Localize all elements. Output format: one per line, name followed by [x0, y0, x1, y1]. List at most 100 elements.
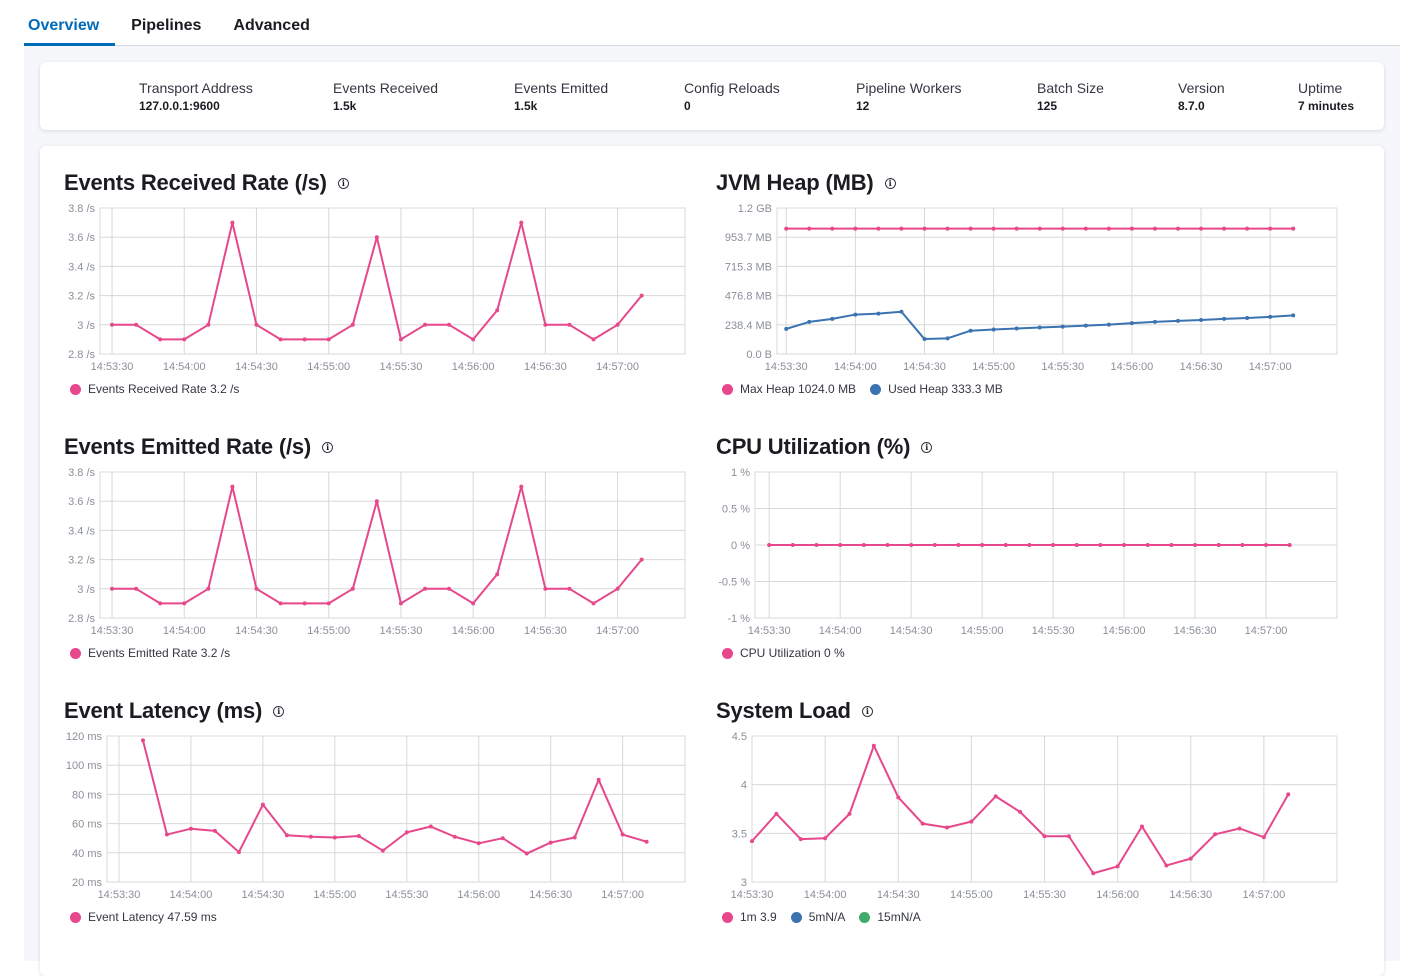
stat-label: Events Received: [333, 80, 439, 96]
data-point: [830, 316, 835, 321]
tab-pipelines[interactable]: Pipelines: [131, 17, 202, 34]
data-point: [134, 322, 139, 327]
data-point: [140, 738, 145, 743]
data-point: [922, 226, 927, 231]
tab-overview[interactable]: Overview: [24, 0, 116, 46]
data-point: [236, 850, 241, 855]
legend-item[interactable]: Event Latency 47.59 ms: [70, 910, 217, 924]
y-tick-label: 3 /s: [77, 584, 95, 596]
y-tick-label: 0 %: [731, 540, 750, 552]
cpu-utilization-title: CPU Utilization (%) i: [716, 434, 933, 460]
data-point: [519, 220, 524, 225]
x-tick-label: 14:55:30: [385, 889, 428, 901]
jvm-heap-title: JVM Heap (MB) i: [716, 170, 896, 196]
data-point: [1091, 871, 1096, 876]
data-point: [847, 811, 852, 816]
y-tick-label: 60 ms: [72, 819, 102, 831]
x-tick-label: 14:55:30: [380, 361, 423, 373]
data-point: [1268, 314, 1273, 319]
x-tick-label: 14:53:30: [731, 889, 774, 901]
chart-legend: 1m 3.9 5mN/A 15mN/A: [722, 910, 921, 924]
data-point: [968, 328, 973, 333]
tab-advanced[interactable]: Advanced: [233, 17, 310, 34]
data-point: [1175, 226, 1180, 231]
data-point: [1152, 319, 1157, 324]
legend-item[interactable]: 1m 3.9: [722, 910, 777, 924]
x-tick-label: 14:54:00: [804, 889, 847, 901]
data-point: [909, 543, 914, 547]
chart-legend: CPU Utilization 0 %: [722, 646, 845, 660]
info-icon[interactable]: i: [337, 177, 349, 189]
x-tick-label: 14:57:00: [596, 625, 639, 637]
data-point: [206, 322, 211, 327]
legend-item[interactable]: CPU Utilization 0 %: [722, 646, 845, 660]
info-icon[interactable]: i: [273, 705, 285, 717]
data-point: [1003, 543, 1008, 547]
x-tick-label: 14:53:30: [748, 625, 791, 637]
data-point: [620, 832, 625, 837]
stat-value: 1.5k: [333, 99, 357, 113]
legend-dot-icon: [722, 911, 733, 923]
legend-item[interactable]: Used Heap 333.3 MB: [870, 382, 1003, 396]
data-point: [182, 601, 187, 606]
data-point: [1014, 326, 1019, 331]
data-point: [1240, 543, 1245, 547]
stat-events-received: Events Received 1.5k: [333, 80, 438, 113]
x-tick-label: 14:56:30: [524, 361, 567, 373]
x-tick-label: 14:56:30: [1174, 625, 1217, 637]
data-point: [1066, 834, 1071, 839]
legend-label: Event Latency 47.59 ms: [88, 910, 217, 924]
stat-value: 127.0.0.1:9600: [139, 99, 220, 113]
data-point: [212, 828, 217, 833]
y-tick-label: 2.8 /s: [68, 613, 95, 625]
y-tick-label: 3.4 /s: [68, 261, 95, 273]
data-point: [1106, 226, 1111, 231]
legend-item[interactable]: 5mN/A: [790, 910, 845, 924]
data-point: [326, 337, 331, 342]
x-tick-label: 14:54:30: [241, 889, 284, 901]
x-tick-label: 14:55:30: [1023, 889, 1066, 901]
data-point: [398, 337, 403, 342]
data-point: [158, 337, 163, 342]
data-point: [1264, 543, 1269, 547]
data-point: [922, 337, 927, 342]
data-point: [1129, 321, 1134, 326]
x-tick-label: 14:56:30: [1169, 889, 1212, 901]
chart-title-text: Events Received Rate (/s): [64, 170, 327, 195]
y-tick-label: 715.3 MB: [725, 261, 772, 273]
data-point: [991, 226, 996, 231]
legend-item[interactable]: Max Heap 1024.0 MB: [722, 382, 856, 396]
stat-value: 8.7.0: [1178, 99, 1205, 113]
info-icon[interactable]: i: [322, 441, 334, 453]
data-point: [567, 322, 572, 327]
y-tick-label: 953.7 MB: [725, 232, 772, 244]
data-point: [374, 499, 379, 504]
info-icon[interactable]: i: [861, 705, 873, 717]
plot-border: [99, 207, 686, 355]
data-point: [1222, 226, 1227, 231]
x-tick-label: 14:56:00: [452, 625, 495, 637]
stat-label: Pipeline Workers: [856, 80, 962, 96]
legend-item[interactable]: 15mN/A: [859, 910, 921, 924]
chart-legend: Events Received Rate 3.2 /s: [70, 382, 239, 396]
data-point: [853, 226, 858, 231]
data-point: [1268, 226, 1273, 231]
legend-item[interactable]: Events Received Rate 3.2 /s: [70, 382, 239, 396]
info-icon[interactable]: i: [921, 441, 933, 453]
data-point: [260, 802, 265, 807]
legend-dot-icon: [790, 911, 802, 923]
data-point: [871, 743, 876, 748]
data-point: [134, 586, 139, 591]
data-point: [567, 586, 572, 591]
data-point: [639, 293, 644, 298]
y-tick-label: 3.6 /s: [68, 232, 95, 244]
data-point: [182, 337, 187, 342]
x-tick-label: 14:56:30: [1180, 361, 1223, 373]
y-tick-label: 4.5: [732, 731, 747, 743]
legend-item[interactable]: Events Emitted Rate 3.2 /s: [70, 646, 230, 660]
y-tick-label: 476.8 MB: [725, 291, 772, 303]
data-point: [1291, 226, 1296, 231]
info-icon[interactable]: i: [884, 177, 896, 189]
data-point: [374, 235, 379, 240]
y-tick-label: 3 /s: [77, 320, 95, 332]
